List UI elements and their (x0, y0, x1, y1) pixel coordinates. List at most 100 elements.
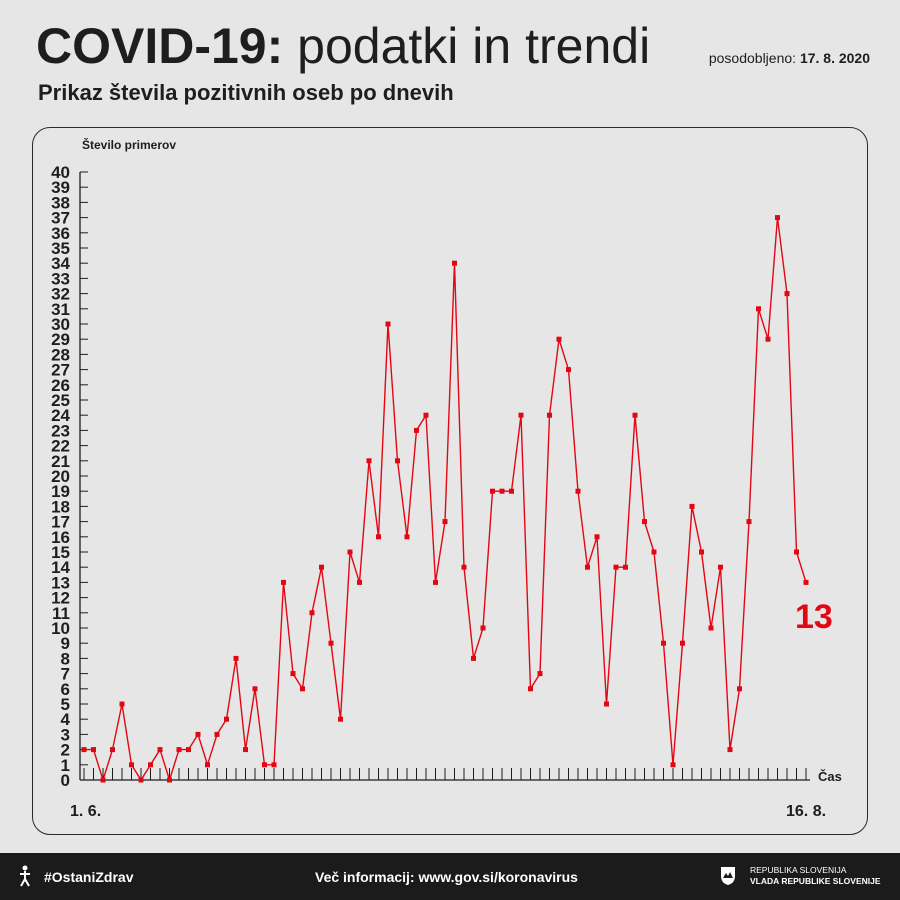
title-light: podatki in trendi (297, 18, 651, 74)
data-point (148, 762, 153, 768)
y-tick-label: 19 (51, 482, 70, 501)
data-point (756, 306, 761, 312)
x-ticks (83, 768, 807, 780)
data-point (547, 412, 552, 418)
data-point (167, 777, 172, 783)
data-point (632, 412, 638, 418)
data-point (575, 488, 581, 494)
y-tick-label: 4 (61, 710, 71, 729)
data-point (461, 564, 467, 570)
y-tick-label: 22 (51, 437, 70, 456)
data-point (186, 747, 191, 753)
data-point (233, 655, 239, 661)
data-point (442, 519, 448, 525)
data-point (271, 762, 277, 768)
y-tick-label: 8 (61, 649, 70, 668)
y-tick-label: 38 (51, 193, 70, 212)
y-tick-label: 11 (52, 604, 70, 623)
data-point (661, 640, 666, 646)
y-axis-label: Število primerov (82, 138, 177, 152)
data-point (566, 367, 571, 373)
data-point (651, 549, 657, 555)
data-point (395, 458, 400, 464)
series-points (81, 215, 809, 783)
data-point (176, 747, 182, 753)
gov-line-1: REPUBLIKA SLOVENIJA (750, 865, 847, 875)
y-tick-label: 6 (61, 680, 70, 699)
updated-date: 17. 8. 2020 (799, 50, 870, 66)
data-point (290, 671, 296, 677)
page-title: COVID-19: podatki in trendi (36, 14, 650, 78)
data-point (737, 686, 742, 692)
y-tick-label: 31 (51, 300, 70, 319)
y-tick-label: 29 (51, 330, 70, 349)
y-tick-label: 14 (51, 558, 70, 577)
series-polyline (84, 217, 807, 783)
data-point (195, 731, 201, 737)
y-tick-label: 9 (61, 634, 70, 653)
y-tick-label: 39 (51, 178, 70, 197)
y-ticks: 0123456789101112131415161718192021222324… (51, 163, 88, 790)
data-point (727, 747, 733, 753)
data-point (594, 534, 600, 540)
data-point (794, 549, 799, 555)
data-point (376, 534, 381, 540)
y-tick-label: 24 (51, 406, 70, 425)
more-info-link[interactable]: Več informacij: www.gov.si/koronavirus (315, 869, 578, 885)
data-point (433, 579, 438, 585)
data-point (499, 488, 505, 494)
y-tick-label: 28 (51, 345, 70, 364)
data-point (537, 671, 543, 677)
data-point (528, 686, 533, 692)
gov-line-2: VLADA REPUBLIKE SLOVENIJE (750, 876, 881, 886)
data-point (338, 716, 343, 722)
y-tick-label: 0 (61, 771, 70, 790)
y-tick-label: 10 (51, 619, 70, 638)
data-point (281, 579, 286, 585)
data-point (699, 549, 704, 555)
y-tick-label: 32 (51, 285, 70, 304)
data-point (604, 701, 609, 707)
data-point (670, 762, 676, 768)
data-point (718, 564, 723, 570)
data-point (366, 458, 372, 464)
data-point (414, 427, 419, 433)
data-point (224, 716, 229, 722)
data-point (100, 777, 106, 783)
data-point (119, 701, 125, 707)
x-axis-label: Čas (818, 769, 842, 784)
data-point (765, 336, 771, 342)
y-tick-label: 17 (51, 513, 70, 532)
y-tick-label: 2 (61, 741, 70, 760)
updated-info: posodobljeno: 17. 8. 2020 (709, 50, 870, 66)
axes (79, 172, 810, 781)
y-tick-label: 40 (51, 163, 70, 182)
data-point (708, 625, 714, 631)
updated-label: posodobljeno: (708, 50, 797, 66)
data-point (746, 519, 752, 525)
data-point (784, 291, 790, 297)
y-tick-label: 26 (51, 376, 70, 395)
data-point (243, 747, 248, 753)
data-point (214, 731, 220, 737)
title-bold: COVID-19: (36, 18, 284, 74)
data-point (129, 762, 134, 768)
data-point (452, 260, 457, 266)
data-point (490, 488, 495, 494)
gov-logo-text: REPUBLIKA SLOVENIJA VLADA REPUBLIKE SLOV… (750, 865, 881, 887)
data-point (680, 640, 685, 646)
x-end-label: 16. 8. (786, 803, 827, 820)
y-tick-label: 25 (51, 391, 70, 410)
data-point (613, 564, 619, 570)
footer-bar: #OstaniZdrav Več informacij: www.gov.si/… (0, 853, 900, 900)
data-point (138, 777, 144, 783)
y-tick-label: 12 (51, 589, 70, 608)
data-point (404, 534, 410, 540)
data-point (157, 747, 163, 753)
slovenia-crest-icon (721, 867, 735, 885)
data-point (775, 215, 780, 221)
y-tick-label: 27 (51, 361, 70, 380)
y-tick-label: 13 (51, 573, 70, 592)
y-tick-label: 7 (61, 665, 70, 684)
